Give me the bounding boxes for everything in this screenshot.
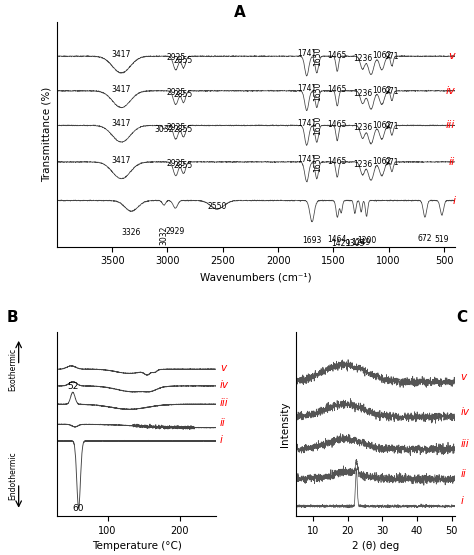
X-axis label: 2 (θ) deg: 2 (θ) deg: [352, 542, 399, 552]
Text: iii: iii: [220, 398, 228, 408]
Text: 1464: 1464: [328, 235, 347, 245]
Text: 971: 971: [384, 52, 399, 62]
Text: Endothermic: Endothermic: [8, 451, 17, 500]
Text: 3417: 3417: [112, 51, 131, 59]
Text: 1305: 1305: [345, 239, 365, 248]
Text: i: i: [452, 196, 455, 206]
Text: 3417: 3417: [112, 119, 131, 128]
Text: 1650: 1650: [313, 81, 322, 100]
Y-axis label: Intensity: Intensity: [280, 402, 290, 447]
Text: 1650: 1650: [313, 116, 322, 135]
Text: 1741: 1741: [297, 155, 316, 164]
Text: i: i: [220, 435, 223, 445]
Text: 1062: 1062: [372, 157, 392, 166]
Text: 1236: 1236: [353, 123, 372, 132]
Text: 1236: 1236: [353, 88, 372, 98]
Text: C: C: [456, 310, 467, 325]
Text: iii: iii: [446, 120, 455, 130]
Text: 2925: 2925: [166, 88, 185, 97]
Text: 1741: 1741: [297, 84, 316, 93]
Text: v: v: [448, 51, 455, 61]
Text: ii: ii: [460, 469, 466, 479]
Text: 1741: 1741: [297, 49, 316, 58]
Text: 2925: 2925: [166, 159, 185, 168]
X-axis label: Wavenumbers (cm⁻¹): Wavenumbers (cm⁻¹): [200, 272, 312, 282]
Text: 1429: 1429: [332, 239, 351, 248]
Text: v: v: [460, 372, 466, 382]
Text: 1236: 1236: [353, 160, 372, 169]
Text: 2855: 2855: [174, 125, 193, 134]
Text: 1693: 1693: [302, 236, 322, 245]
Text: 3417: 3417: [112, 156, 131, 165]
Text: 3417: 3417: [112, 85, 131, 94]
Text: 1650: 1650: [313, 47, 322, 66]
Text: B: B: [7, 310, 18, 325]
Text: 2855: 2855: [174, 56, 193, 65]
Text: 519: 519: [435, 235, 449, 245]
Text: 971: 971: [384, 87, 399, 96]
Text: A: A: [234, 5, 246, 20]
Text: v: v: [220, 364, 226, 374]
Text: 1249: 1249: [352, 238, 371, 247]
Text: 52: 52: [67, 382, 79, 391]
Text: iv: iv: [220, 380, 229, 390]
Y-axis label: Transmittance (%): Transmittance (%): [41, 87, 51, 182]
Text: 1062: 1062: [372, 120, 392, 130]
Text: 1465: 1465: [328, 120, 347, 129]
Text: iv: iv: [446, 86, 455, 96]
Text: iv: iv: [460, 407, 469, 417]
Text: 2855: 2855: [174, 162, 193, 170]
Text: 1465: 1465: [328, 51, 347, 60]
X-axis label: Temperature (°C): Temperature (°C): [91, 542, 182, 552]
Text: 1236: 1236: [353, 54, 372, 63]
Text: 971: 971: [384, 158, 399, 167]
Text: 2550: 2550: [208, 201, 227, 210]
Text: 1062: 1062: [372, 86, 392, 95]
Text: 2925: 2925: [166, 123, 185, 132]
Text: 2929: 2929: [166, 226, 185, 236]
Text: 971: 971: [384, 122, 399, 130]
Text: 1650: 1650: [313, 152, 322, 171]
Text: 1465: 1465: [328, 157, 347, 165]
Text: 1741: 1741: [297, 119, 316, 128]
Text: 672: 672: [418, 234, 432, 243]
Text: 1062: 1062: [372, 52, 392, 60]
Text: 2925: 2925: [166, 53, 185, 62]
Text: 60: 60: [73, 504, 84, 513]
Text: iii: iii: [460, 439, 469, 449]
Text: 3032: 3032: [154, 125, 173, 134]
Text: i: i: [460, 496, 463, 506]
Text: ii: ii: [220, 418, 226, 428]
Text: 3326: 3326: [122, 228, 141, 237]
Text: 2855: 2855: [174, 90, 193, 99]
Text: 1200: 1200: [357, 236, 376, 245]
Text: ii: ii: [449, 157, 455, 167]
Text: 1465: 1465: [328, 85, 347, 94]
Text: 3032: 3032: [159, 225, 168, 245]
Text: Exothermic: Exothermic: [8, 347, 17, 391]
